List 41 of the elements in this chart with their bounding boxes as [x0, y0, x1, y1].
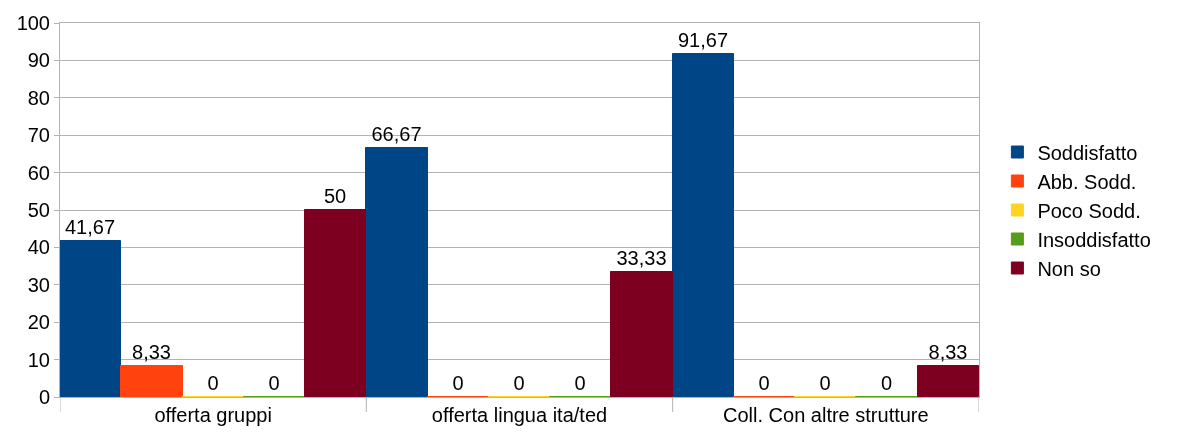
data-label: 8,33 [928, 340, 968, 363]
data-label: 8,33 [132, 340, 171, 363]
data-label: 0 [207, 371, 219, 394]
y-tick-label: 30 [27, 273, 50, 296]
data-label: 0 [880, 371, 893, 394]
y-tick-label: 0 [38, 386, 50, 408]
data-label: 0 [513, 371, 525, 394]
bar [120, 365, 183, 397]
bar [60, 240, 121, 397]
y-tick-label: 80 [27, 86, 50, 109]
data-label: 0 [574, 371, 586, 394]
y-tick-label: 10 [27, 348, 50, 371]
bar [365, 147, 428, 397]
y-tick-label: 70 [27, 124, 50, 147]
bar [610, 271, 673, 397]
data-label: 0 [758, 371, 770, 394]
legend-label: Non so [1037, 257, 1101, 280]
bar [917, 365, 979, 397]
bar [304, 209, 366, 397]
legend-label: Insoddisfatto [1037, 228, 1151, 251]
y-tick-label: 60 [27, 161, 50, 184]
legend-label: Poco Sodd. [1037, 199, 1141, 222]
y-tick-label: 40 [27, 236, 50, 259]
data-label: 0 [452, 371, 464, 394]
data-label: 0 [819, 371, 831, 394]
x-tick-label: Coll. Con altre strutture [723, 404, 929, 426]
data-label: 0 [268, 371, 280, 394]
data-label: 33,33 [616, 246, 667, 269]
legend-label: Soddisfatto [1037, 141, 1138, 164]
bar [672, 53, 734, 397]
y-tick-label: 100 [16, 12, 50, 34]
x-tick-label: offerta gruppi [154, 404, 272, 426]
y-tick-label: 90 [27, 49, 50, 72]
data-label: 41,67 [64, 215, 116, 238]
data-label: 66,67 [371, 122, 422, 145]
y-tick-label: 50 [27, 199, 50, 221]
x-tick-label: offerta lingua ita/ted [431, 404, 608, 426]
data-label: 50 [323, 184, 347, 207]
legend-label: Abb. Sodd. [1037, 170, 1137, 193]
data-label: 91,67 [677, 28, 729, 51]
y-tick-label: 20 [27, 311, 50, 334]
